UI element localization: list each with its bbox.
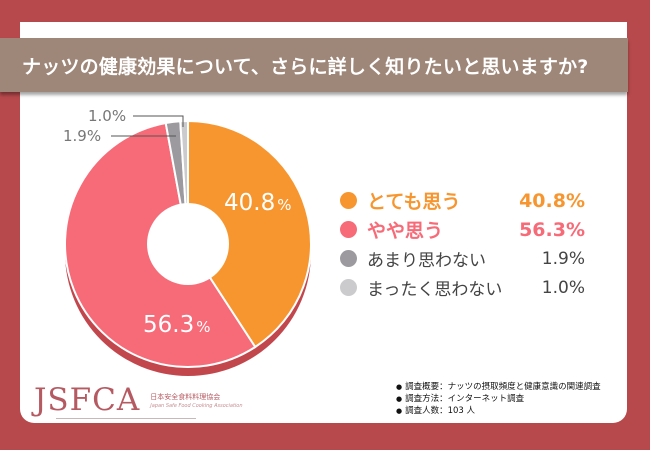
survey-notes: 調査概要：ナッツの摂取頻度と健康意識の関連調査 調査方法：インターネット調査 調…: [396, 381, 601, 417]
legend-dot-icon: [340, 279, 357, 296]
legend-value: 56.3%: [519, 218, 585, 241]
legend-dot-icon: [340, 221, 357, 238]
legend-label: まったく思わない: [367, 280, 503, 300]
leader-line-1-0: [133, 115, 184, 127]
legend-dot-icon: [340, 192, 357, 209]
legend-item-not-at-all: まったく思わない 1.0%: [340, 273, 585, 302]
logo-subtitle: 日本安全食料料理協会 Japan Safe Food Cooking Assoc…: [150, 393, 242, 410]
legend: とても思う 40.8% やや思う 56.3% あまり思わない 1.9% まったく…: [340, 186, 585, 302]
note-method: 調査方法：インターネット調査: [396, 393, 601, 405]
legend-value: 1.9%: [541, 248, 585, 269]
chart-title: ナッツの健康効果について、さらに詳しく知りたいと思いますか?: [22, 55, 589, 78]
label-1-0: 1.0%: [88, 107, 126, 125]
legend-label: あまり思わない: [367, 251, 486, 271]
label-56-3: 56.3%: [143, 312, 210, 338]
legend-value: 1.0%: [541, 277, 585, 298]
jsfca-logo: JSFCA 日本安全食料料理協会 Japan Safe Food Cooking…: [34, 385, 243, 416]
note-respondents: 調査人数：103 人: [396, 405, 601, 417]
logo-underline: [56, 418, 196, 419]
note-overview: 調査概要：ナッツの摂取頻度と健康意識の関連調査: [396, 381, 601, 393]
logo-en-name: Japan Safe Food Cooking Association: [150, 403, 243, 409]
legend-dot-icon: [340, 250, 357, 267]
logo-mark: JSFCA: [34, 382, 141, 418]
label-40-8: 40.8%: [224, 190, 291, 216]
legend-value: 40.8%: [519, 189, 585, 212]
legend-label: とても思う: [367, 191, 461, 213]
legend-label: やや思う: [367, 220, 444, 242]
label-1-9: 1.9%: [63, 127, 101, 145]
title-bar: ナッツの健康効果について、さらに詳しく知りたいと思いますか?: [0, 38, 628, 92]
logo-jp-name: 日本安全食料料理協会: [150, 393, 221, 401]
legend-item-somewhat: やや思う 56.3%: [340, 215, 585, 244]
donut-hole: [147, 203, 229, 285]
legend-item-very: とても思う 40.8%: [340, 186, 585, 215]
legend-item-not-much: あまり思わない 1.9%: [340, 244, 585, 273]
